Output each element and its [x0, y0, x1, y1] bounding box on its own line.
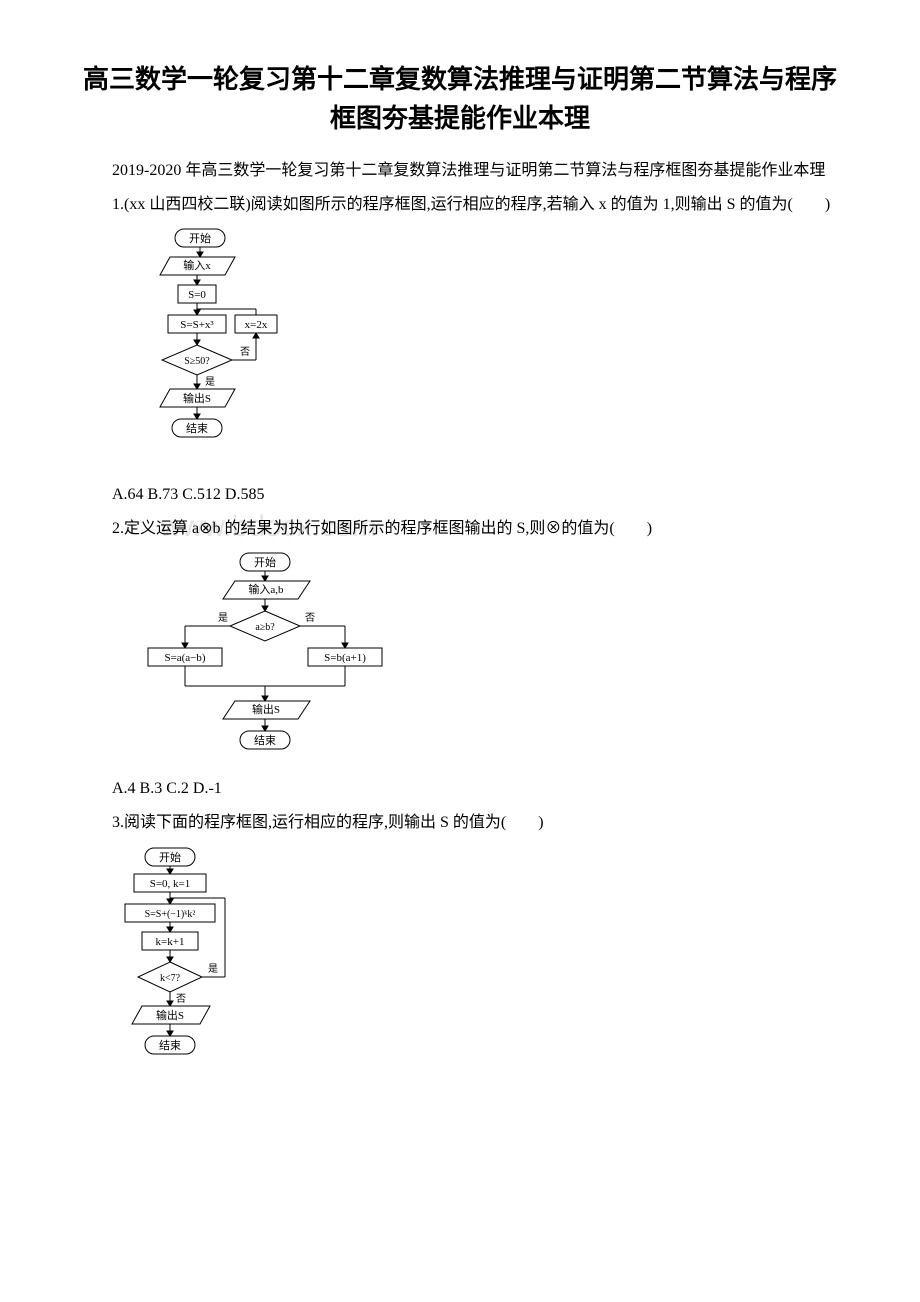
flowchart-3: 开始 S=0, k=1 S=S+(−1)ᵏk² k=k+1 [120, 846, 840, 1086]
f2-out: 输出S [252, 702, 280, 716]
f3-yes: 是 [208, 963, 218, 975]
f1-init: S=0 [188, 289, 206, 301]
f1-input: 输入x [183, 258, 211, 272]
f1-cond: S≥50? [184, 356, 210, 367]
f3-cond: k<7? [160, 973, 181, 984]
f2-left: S=a(a−b) [164, 652, 205, 664]
flowchart-2: 开始 输入a,b a≥b? 是 [140, 551, 840, 766]
f3-end: 结束 [159, 1039, 181, 1052]
f2-end: 结束 [254, 734, 276, 747]
f3-start: 开始 [159, 850, 181, 864]
f3-step: S=S+(−1)ᵏk² [145, 909, 196, 920]
f1-no: 否 [240, 346, 250, 358]
question-2-answers: A.4 B.3 C.2 D.-1 [80, 776, 840, 802]
page-title: 高三数学一轮复习第十二章复数算法推理与证明第二节算法与程序框图夯基提能作业本理 [80, 60, 840, 138]
flowchart-1: 开始 输入x S=0 S=S+x³ [140, 227, 840, 472]
f2-yes: 是 [218, 612, 228, 624]
f1-step: S=S+x³ [180, 319, 214, 331]
question-2-text: 2.定义运算 a⊗b 的结果为执行如图所示的程序框图输出的 S,则⊗的值为( ) [80, 516, 840, 542]
f3-init: S=0, k=1 [150, 878, 191, 890]
f3-out: 输出S [156, 1008, 184, 1022]
f2-input: 输入a,b [248, 582, 284, 596]
f1-out: 输出S [183, 391, 211, 405]
f2-no: 否 [305, 612, 315, 624]
question-1-answers: A.64 B.73 C.512 D.585 [80, 482, 840, 508]
f3-no: 否 [176, 993, 186, 1005]
f1-yes: 是 [205, 376, 215, 388]
f2-right: S=b(a+1) [324, 652, 366, 664]
f1-update: x=2x [245, 319, 268, 331]
f1-start: 开始 [189, 231, 211, 245]
f2-cond: a≥b? [255, 622, 275, 633]
question-1-text: 1.(xx 山西四校二联)阅读如图所示的程序框图,运行相应的程序,若输入 x 的… [80, 192, 840, 218]
f1-end: 结束 [186, 422, 208, 435]
intro-paragraph: 2019-2020 年高三数学一轮复习第十二章复数算法推理与证明第二节算法与程序… [80, 158, 840, 184]
f2-start: 开始 [254, 555, 276, 569]
f3-inc: k=k+1 [156, 936, 185, 948]
question-3-text: 3.阅读下面的程序框图,运行相应的程序,则输出 S 的值为( ) [80, 810, 840, 836]
